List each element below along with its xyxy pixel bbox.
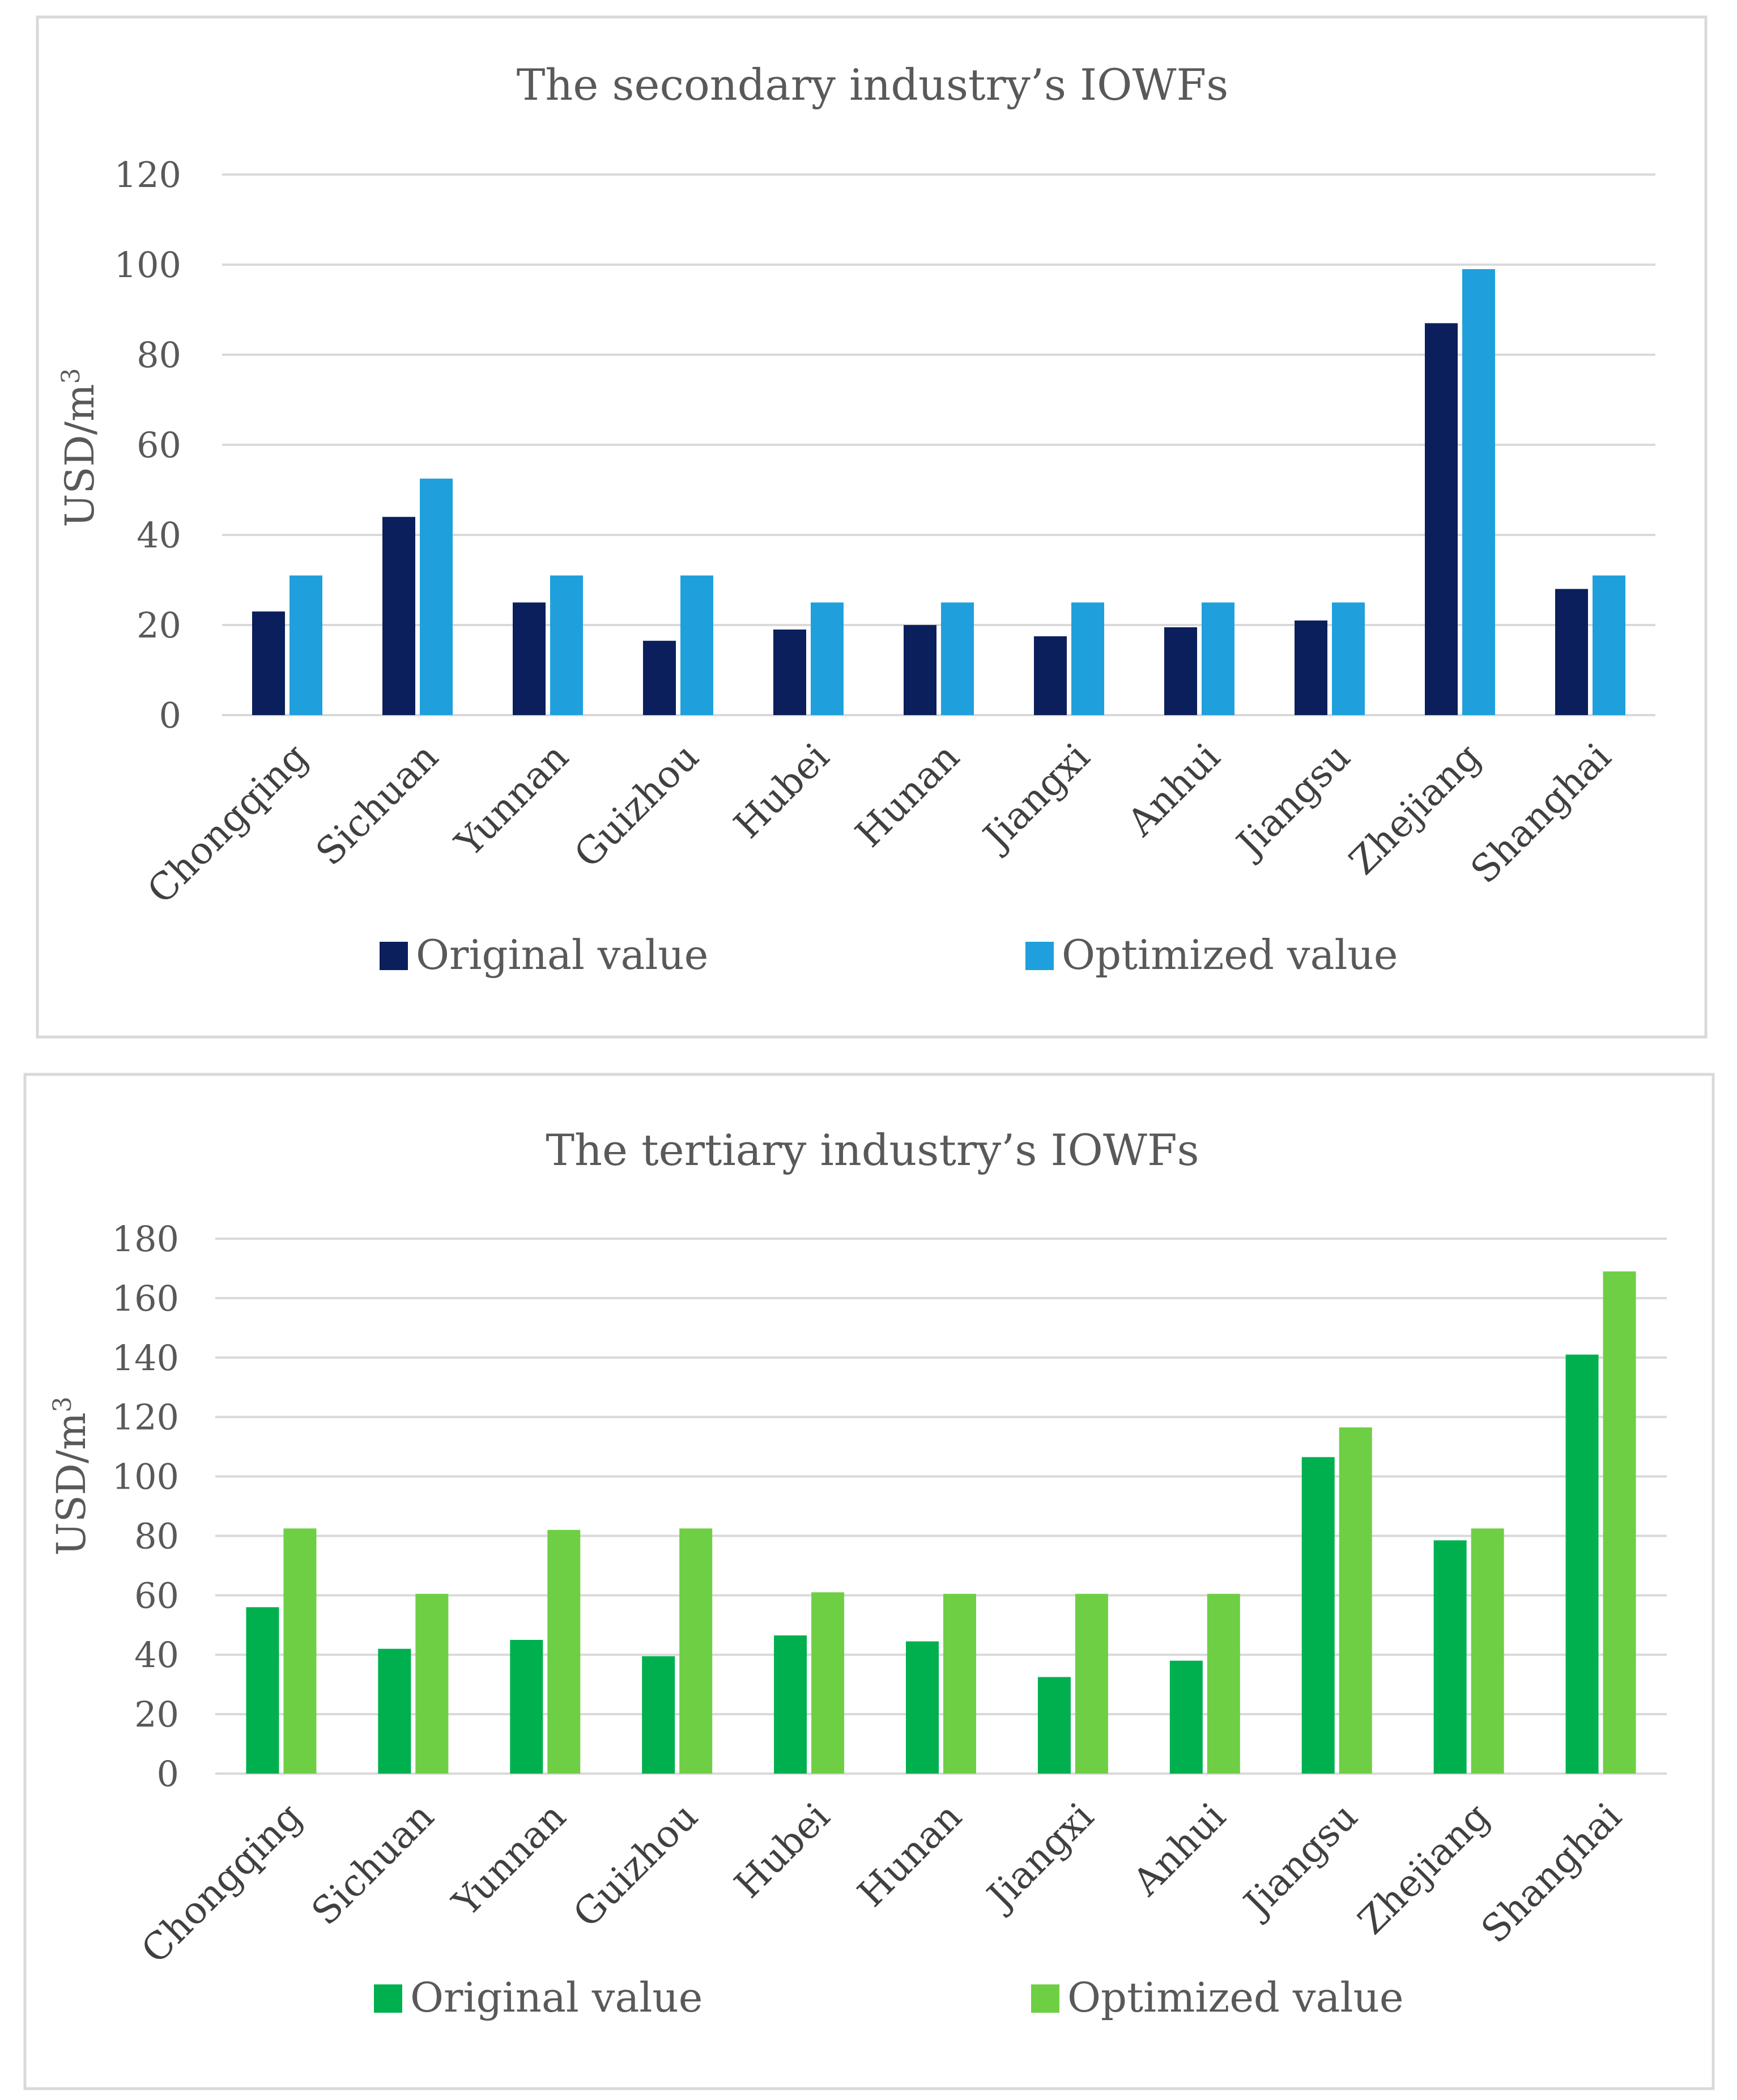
legend-label: Original value [410, 1974, 703, 2021]
y-tick-label: 20 [137, 605, 181, 646]
y-tick-label: 0 [159, 695, 181, 736]
y-tick-label: 80 [137, 334, 181, 376]
bar-optimized [283, 1528, 317, 1774]
y-tick-label: 0 [157, 1753, 179, 1795]
bar-original [513, 602, 546, 715]
bar-optimized [550, 575, 583, 715]
y-tick-label: 100 [112, 1456, 179, 1498]
bar-optimized [415, 1593, 449, 1774]
bar-original [1555, 589, 1588, 715]
bar-optimized [547, 1529, 581, 1774]
bar-optimized [1332, 602, 1365, 715]
y-axis-title: USD/m3 [48, 1396, 95, 1555]
bar-original [378, 1648, 411, 1774]
bar-original [252, 611, 285, 715]
legend-swatch [374, 1984, 402, 2013]
y-axis-title-text: USD/m [48, 1412, 95, 1555]
bar-optimized [1207, 1593, 1240, 1774]
y-axis-title-superscript: 3 [57, 368, 86, 384]
legend-swatch [1031, 1984, 1059, 2013]
legend-swatch [1025, 942, 1054, 970]
bar-optimized [679, 1528, 713, 1774]
bar-optimized [811, 1592, 845, 1774]
y-axis-title-superscript: 3 [48, 1396, 77, 1412]
bar-optimized [1603, 1271, 1636, 1774]
y-tick-label: 100 [114, 244, 181, 286]
bar-original [1037, 1677, 1071, 1774]
legend-label: Original value [416, 931, 708, 979]
bar-optimized [1593, 575, 1625, 715]
bar-original [1565, 1354, 1599, 1774]
secondary-industry-chart: The secondary industry’s IOWFs 0 20 40 60 80… [36, 15, 1708, 1039]
y-axis-title-text: USD/m [57, 384, 103, 527]
legend-label: Optimized value [1067, 1974, 1404, 2021]
bar-original [1295, 620, 1327, 715]
y-tick-label: 60 [134, 1575, 179, 1616]
bar-optimized [1075, 1593, 1108, 1774]
bar-original [1034, 636, 1067, 715]
bar-original [246, 1607, 279, 1774]
y-tick-label: 140 [112, 1337, 179, 1379]
bar-original [1433, 1540, 1467, 1774]
bar-optimized [943, 1593, 976, 1774]
bar-original [1169, 1660, 1203, 1774]
bar-optimized [290, 575, 322, 715]
bar-original [382, 517, 415, 715]
bar-original [774, 1635, 807, 1774]
y-tick-label: 60 [137, 424, 181, 466]
y-tick-label: 180 [112, 1218, 179, 1260]
legend-label: Optimized value [1062, 931, 1398, 979]
bar-original [643, 640, 676, 715]
bar-optimized [680, 575, 713, 715]
tertiary-industry-chart: The tertiary industry’s IOWFs 0 20 40 60 80 1… [23, 1073, 1715, 2090]
y-tick-label: 120 [112, 1397, 179, 1438]
bar-optimized [420, 478, 453, 715]
bar-original [642, 1656, 675, 1774]
bar-original [1425, 323, 1458, 715]
bar-original [904, 625, 936, 715]
bar-original [773, 629, 806, 715]
y-tick-label: 40 [137, 515, 181, 556]
bar-optimized [1339, 1427, 1372, 1774]
bar-optimized [1471, 1528, 1504, 1774]
bar-original [510, 1640, 543, 1774]
bar-optimized [811, 602, 844, 715]
bar-original [1301, 1457, 1335, 1774]
bar-optimized [1071, 602, 1104, 715]
y-tick-label: 40 [134, 1634, 179, 1676]
bar-optimized [1462, 269, 1495, 715]
y-tick-label: 80 [134, 1515, 179, 1557]
bar-optimized [1202, 602, 1234, 715]
bar-original [906, 1641, 939, 1774]
chart-title: The tertiary industry’s IOWFs [546, 1125, 1199, 1175]
chart-title: The secondary industry’s IOWFs [517, 59, 1229, 110]
bar-optimized [941, 602, 974, 715]
y-tick-label: 20 [134, 1694, 179, 1735]
y-tick-label: 160 [112, 1278, 179, 1319]
legend-swatch [380, 942, 408, 970]
y-axis-title: USD/m3 [57, 368, 104, 527]
y-tick-label: 120 [114, 154, 181, 195]
bar-original [1164, 627, 1197, 715]
